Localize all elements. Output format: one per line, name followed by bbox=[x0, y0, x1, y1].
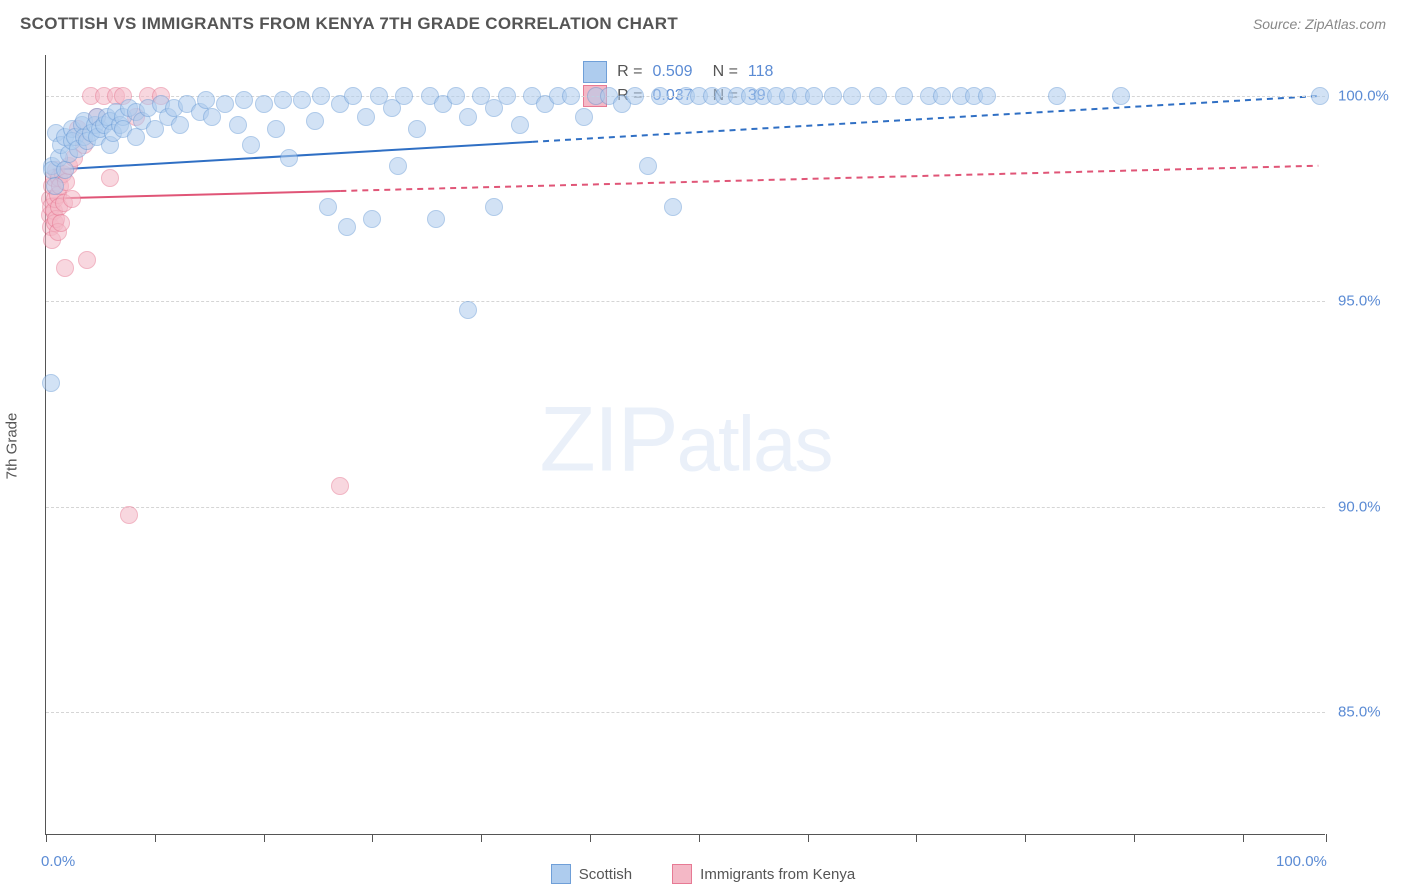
scatter-point-kenya bbox=[52, 214, 70, 232]
y-tick-label: 100.0% bbox=[1338, 88, 1389, 105]
x-tick bbox=[372, 834, 373, 842]
scatter-point-scottish bbox=[485, 198, 503, 216]
trend-lines-layer bbox=[46, 55, 1325, 834]
x-tick bbox=[699, 834, 700, 842]
x-tick bbox=[590, 834, 591, 842]
scatter-point-kenya bbox=[331, 477, 349, 495]
n-label: N = bbox=[713, 60, 738, 84]
scatter-point-scottish bbox=[267, 120, 285, 138]
scatter-point-scottish bbox=[651, 87, 669, 105]
scatter-point-scottish bbox=[319, 198, 337, 216]
n-value-scottish: 118 bbox=[748, 60, 774, 84]
trend-line-kenya-dashed bbox=[340, 166, 1318, 191]
scatter-point-scottish bbox=[1048, 87, 1066, 105]
scatter-point-scottish bbox=[824, 87, 842, 105]
scatter-point-scottish bbox=[127, 128, 145, 146]
scatter-point-scottish bbox=[46, 177, 64, 195]
stats-row-scottish: R = 0.509 N = 118 bbox=[583, 60, 773, 84]
x-tick bbox=[46, 834, 47, 842]
scatter-point-scottish bbox=[171, 116, 189, 134]
x-tick bbox=[1326, 834, 1327, 842]
scatter-point-scottish bbox=[869, 87, 887, 105]
y-tick-label: 85.0% bbox=[1338, 703, 1381, 720]
chart-title: SCOTTISH VS IMMIGRANTS FROM KENYA 7TH GR… bbox=[20, 14, 678, 34]
legend-swatch-kenya bbox=[672, 864, 692, 884]
gridline-h bbox=[46, 507, 1325, 508]
scatter-point-scottish bbox=[447, 87, 465, 105]
scatter-point-scottish bbox=[1311, 87, 1329, 105]
scatter-point-kenya bbox=[56, 259, 74, 277]
stats-swatch-scottish bbox=[583, 61, 607, 83]
scatter-point-kenya bbox=[120, 506, 138, 524]
chart-plot-area: ZIPatlas R =0.509N =118R =0.037N =39 85.… bbox=[45, 55, 1325, 835]
scatter-point-scottish bbox=[562, 87, 580, 105]
scatter-point-scottish bbox=[363, 210, 381, 228]
scatter-point-scottish bbox=[427, 210, 445, 228]
x-tick bbox=[1025, 834, 1026, 842]
watermark-logo: ZIPatlas bbox=[540, 387, 832, 492]
scatter-point-scottish bbox=[978, 87, 996, 105]
scatter-point-kenya bbox=[101, 169, 119, 187]
scatter-point-scottish bbox=[306, 112, 324, 130]
x-tick bbox=[481, 834, 482, 842]
scatter-point-scottish bbox=[274, 91, 292, 109]
scatter-point-scottish bbox=[805, 87, 823, 105]
scatter-point-scottish bbox=[895, 87, 913, 105]
scatter-point-scottish bbox=[639, 157, 657, 175]
x-tick bbox=[808, 834, 809, 842]
gridline-h bbox=[46, 712, 1325, 713]
scatter-point-scottish bbox=[498, 87, 516, 105]
scatter-point-scottish bbox=[344, 87, 362, 105]
scatter-point-kenya bbox=[63, 190, 81, 208]
source-credit: Source: ZipAtlas.com bbox=[1253, 16, 1386, 32]
scatter-point-scottish bbox=[56, 161, 74, 179]
scatter-point-scottish bbox=[312, 87, 330, 105]
gridline-h bbox=[46, 301, 1325, 302]
scatter-point-scottish bbox=[395, 87, 413, 105]
r-label: R = bbox=[617, 60, 642, 84]
y-axis-label: 7th Grade bbox=[4, 413, 21, 480]
scatter-point-scottish bbox=[575, 108, 593, 126]
scatter-point-scottish bbox=[389, 157, 407, 175]
scatter-point-scottish bbox=[280, 149, 298, 167]
scatter-point-scottish bbox=[216, 95, 234, 113]
scatter-point-scottish bbox=[933, 87, 951, 105]
x-tick bbox=[916, 834, 917, 842]
x-tick bbox=[264, 834, 265, 842]
scatter-point-scottish bbox=[1112, 87, 1130, 105]
x-tick bbox=[155, 834, 156, 842]
y-tick-label: 95.0% bbox=[1338, 293, 1381, 310]
scatter-point-scottish bbox=[42, 374, 60, 392]
scatter-point-scottish bbox=[357, 108, 375, 126]
scatter-point-scottish bbox=[459, 108, 477, 126]
legend-label-kenya: Immigrants from Kenya bbox=[700, 866, 855, 883]
scatter-point-scottish bbox=[242, 136, 260, 154]
trend-line-kenya-solid bbox=[50, 191, 340, 199]
scatter-point-scottish bbox=[229, 116, 247, 134]
scatter-point-scottish bbox=[235, 91, 253, 109]
scatter-point-scottish bbox=[408, 120, 426, 138]
scatter-point-scottish bbox=[626, 87, 644, 105]
scatter-point-scottish bbox=[511, 116, 529, 134]
scatter-point-scottish bbox=[664, 198, 682, 216]
legend-item-scottish: Scottish bbox=[551, 864, 632, 884]
y-tick-label: 90.0% bbox=[1338, 498, 1381, 515]
r-value-scottish: 0.509 bbox=[653, 60, 693, 84]
scatter-point-kenya bbox=[78, 251, 96, 269]
x-tick bbox=[1134, 834, 1135, 842]
legend-swatch-scottish bbox=[551, 864, 571, 884]
scatter-point-scottish bbox=[197, 91, 215, 109]
scatter-point-scottish bbox=[255, 95, 273, 113]
scatter-point-scottish bbox=[459, 301, 477, 319]
legend-item-kenya: Immigrants from Kenya bbox=[672, 864, 855, 884]
scatter-point-scottish bbox=[338, 218, 356, 236]
scatter-point-scottish bbox=[293, 91, 311, 109]
x-tick bbox=[1243, 834, 1244, 842]
scatter-point-scottish bbox=[843, 87, 861, 105]
legend-label-scottish: Scottish bbox=[579, 866, 632, 883]
chart-legend: Scottish Immigrants from Kenya bbox=[0, 864, 1406, 884]
